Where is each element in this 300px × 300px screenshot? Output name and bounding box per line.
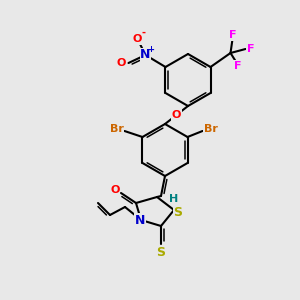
- Text: O: O: [110, 185, 120, 195]
- Text: Br: Br: [204, 124, 218, 134]
- Text: -: -: [142, 28, 146, 38]
- Text: S: S: [157, 245, 166, 259]
- Text: F: F: [229, 30, 236, 40]
- Text: N: N: [135, 214, 145, 226]
- Text: O: O: [172, 110, 181, 120]
- Text: +: +: [147, 46, 154, 55]
- Text: N: N: [140, 49, 151, 62]
- Text: O: O: [133, 34, 142, 44]
- Text: Br: Br: [110, 124, 123, 134]
- Text: S: S: [173, 206, 182, 218]
- Text: O: O: [117, 58, 126, 68]
- Text: F: F: [234, 61, 241, 71]
- Text: F: F: [247, 44, 254, 54]
- Text: H: H: [169, 194, 178, 204]
